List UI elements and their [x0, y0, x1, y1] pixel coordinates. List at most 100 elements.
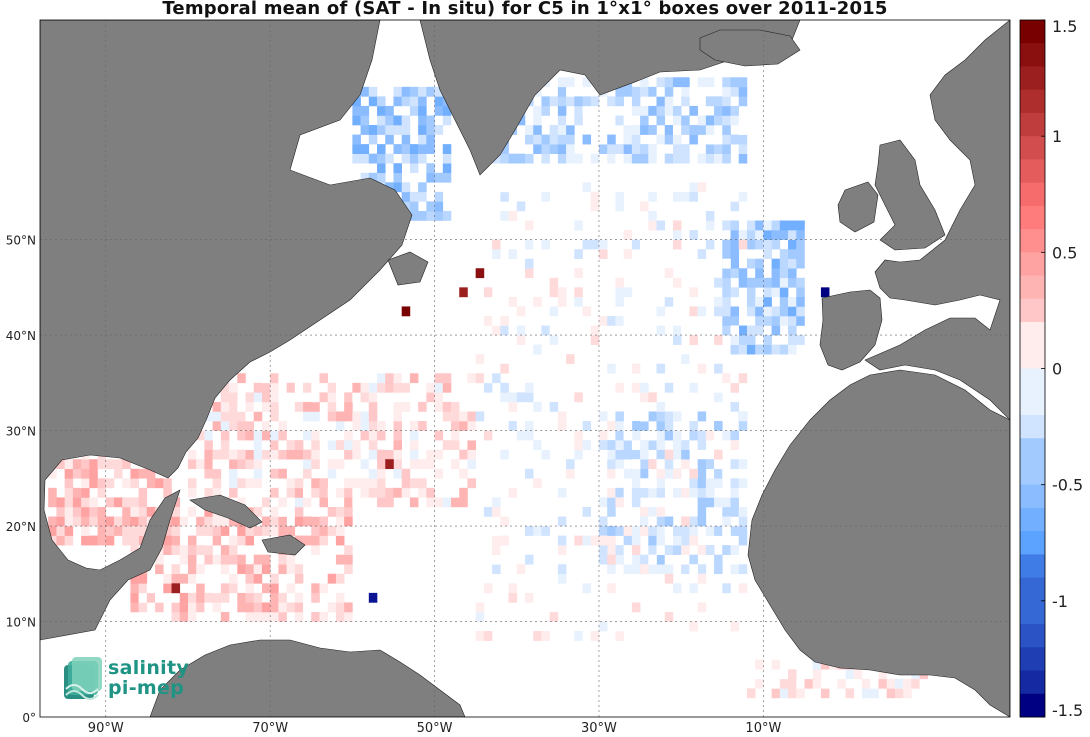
data-cell — [664, 592, 674, 603]
data-cell — [607, 478, 616, 489]
colorbar-segment — [1020, 531, 1045, 555]
data-cell — [656, 545, 666, 555]
data-cell — [640, 440, 649, 450]
data-cell — [689, 583, 698, 594]
data-cell — [434, 468, 444, 479]
data-cell — [796, 277, 805, 288]
data-cell — [89, 468, 98, 479]
data-cell — [730, 77, 740, 88]
data-cell — [541, 239, 550, 250]
data-cell — [442, 373, 452, 384]
data-cell — [253, 602, 263, 613]
data-cell — [426, 201, 435, 212]
logo-text-salinity: salinity — [108, 657, 190, 679]
data-cell — [714, 134, 723, 145]
data-cell — [261, 421, 271, 431]
data-cell — [590, 325, 600, 336]
data-cell — [393, 86, 402, 97]
data-cell — [220, 516, 230, 527]
data-cell — [508, 401, 518, 412]
lat-tick-label: 0° — [22, 711, 36, 725]
data-cell — [664, 449, 674, 460]
data-cell — [237, 401, 246, 412]
data-cell — [204, 487, 213, 498]
data-cell — [377, 144, 386, 154]
data-cell — [623, 115, 633, 126]
data-cell — [664, 105, 674, 116]
data-cell — [714, 277, 723, 288]
colorbar-segment — [1020, 20, 1045, 44]
data-cell — [270, 468, 279, 479]
data-cell — [467, 459, 476, 470]
data-cell — [648, 545, 657, 555]
data-cell — [237, 449, 246, 460]
data-cell — [64, 506, 74, 517]
data-cell — [779, 258, 789, 269]
data-cell — [648, 459, 657, 470]
data-cell — [352, 487, 361, 498]
data-cell — [738, 277, 748, 288]
data-cell — [220, 554, 230, 565]
data-cell — [623, 440, 633, 450]
data-cell — [631, 96, 641, 107]
data-cell — [245, 497, 255, 508]
data-cell — [615, 631, 624, 641]
data-cell — [672, 105, 682, 116]
data-cell — [303, 564, 312, 575]
data-cell — [722, 487, 731, 498]
data-cell — [771, 268, 781, 279]
data-cell — [130, 478, 139, 489]
data-cell — [689, 468, 698, 479]
data-cell — [409, 153, 419, 164]
data-cell — [204, 449, 213, 460]
data-cell — [681, 526, 690, 536]
data-cell — [212, 602, 222, 613]
data-cell — [574, 296, 583, 307]
data-cell — [130, 526, 139, 536]
data-cell — [483, 287, 493, 298]
data-cell — [730, 497, 740, 508]
data-cell — [648, 144, 657, 154]
data-cell — [352, 144, 361, 154]
data-cell — [409, 382, 419, 393]
data-cell — [409, 144, 419, 154]
data-cell — [689, 354, 698, 365]
data-cell — [72, 459, 82, 470]
data-cell — [697, 564, 707, 575]
data-cell — [418, 478, 427, 489]
data-cell — [393, 487, 402, 498]
data-cell — [664, 268, 674, 279]
data-cell — [541, 449, 550, 460]
data-cell — [631, 144, 641, 154]
data-cell — [722, 115, 731, 126]
data-cell — [245, 592, 255, 603]
data-cell — [418, 487, 427, 498]
data-cell — [557, 77, 567, 88]
data-cell — [212, 583, 222, 594]
data-cell — [492, 315, 501, 326]
data-cell — [352, 459, 361, 470]
data-cell — [590, 468, 600, 479]
data-cell — [582, 583, 592, 594]
data-cell — [335, 506, 345, 517]
data-cell — [245, 421, 255, 431]
data-cell — [730, 315, 740, 326]
data-cell — [335, 440, 345, 450]
data-cell — [434, 86, 444, 97]
data-cell — [615, 191, 624, 202]
data-cell — [590, 153, 600, 164]
data-cell — [467, 478, 476, 489]
data-cell — [722, 315, 731, 326]
data-cell — [237, 421, 246, 431]
data-cell — [303, 535, 312, 546]
data-cell — [204, 545, 213, 555]
data-cell — [442, 105, 452, 116]
lon-tick-label: 30°W — [581, 721, 617, 736]
data-cell — [525, 258, 534, 269]
data-cell — [204, 430, 213, 441]
data-cell — [894, 678, 904, 689]
data-cell — [697, 115, 707, 126]
data-cell — [656, 96, 666, 107]
data-cell — [755, 296, 764, 307]
data-cell — [368, 382, 378, 393]
